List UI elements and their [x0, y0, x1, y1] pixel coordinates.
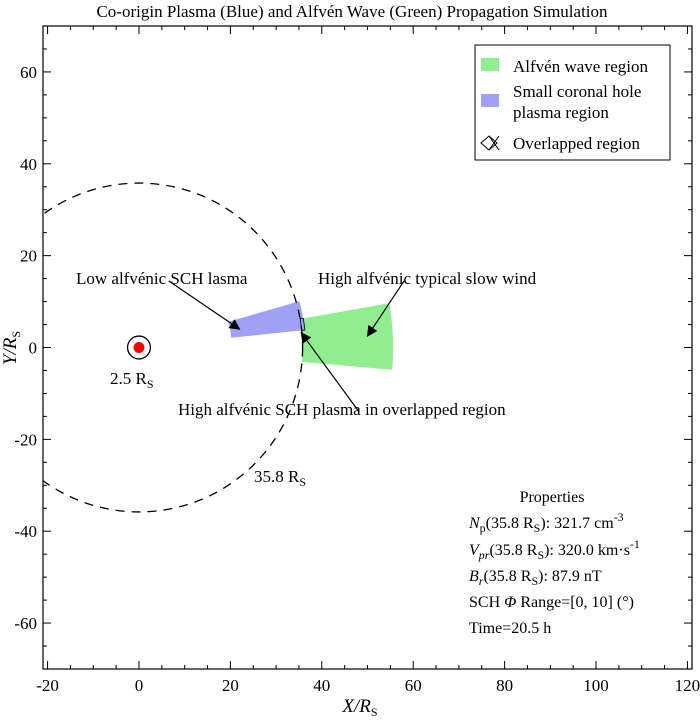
- property-row-np-symbol-sub: p: [480, 521, 486, 535]
- legend: Alfvén wave region Small coronal hole pl…: [474, 44, 671, 161]
- y-tick-label: -40: [14, 522, 37, 541]
- property-row-phi-value: Range=[0, 10] (°): [516, 594, 634, 611]
- reference-circle: [43, 182, 304, 513]
- property-row-phi-symbol: Φ: [504, 594, 516, 611]
- y-axis-title: Y/RS: [0, 331, 23, 365]
- legend-swatch-overlap: [480, 135, 500, 151]
- y-tick-label: -20: [14, 430, 37, 449]
- property-row-np-at-sub: S: [534, 521, 541, 535]
- property-row-np-symbol: N: [468, 515, 481, 532]
- property-row-vpr: Vpr(35.8 RS): 320.0 km·s-1: [469, 537, 640, 562]
- annotation-low-alfvenic: Low alfvénic SCH lasma: [76, 269, 248, 330]
- x-axis-title: X/RS: [341, 696, 377, 719]
- sun-radius-label-main: 2.5 R: [110, 369, 148, 388]
- annotation-text: Low alfvénic SCH lasma: [76, 269, 248, 288]
- x-tick-label: -20: [36, 676, 59, 695]
- property-row-br-at: (35.8 R: [483, 568, 531, 585]
- property-row-vpr-symbol-sub: pr: [478, 548, 490, 562]
- x-tick-label: 40: [313, 676, 330, 695]
- x-tick-label: 100: [583, 676, 609, 695]
- y-axis-title-main: Y/R: [0, 337, 21, 365]
- y-tick-label: 20: [20, 247, 37, 266]
- annotation-arrow: [168, 280, 241, 330]
- y-axis-ticks: -60 -40 -20 0 20 40 60: [14, 25, 692, 670]
- property-row-np-unit-sup: -3: [614, 510, 624, 524]
- property-row-br-at-sub: S: [531, 574, 538, 588]
- y-tick-label: 60: [20, 63, 37, 82]
- y-tick-label: 40: [20, 155, 37, 174]
- x-tick-label: 120: [675, 676, 700, 695]
- property-row-vpr-at: (35.8 R: [489, 542, 537, 559]
- annotation-arrow: [300, 331, 359, 412]
- property-row-vpr-at-sub: S: [537, 548, 544, 562]
- legend-label-alfven: Alfvén wave region: [513, 57, 649, 76]
- properties-title: Properties: [520, 489, 585, 506]
- property-row-br-value: ): 87.9 nT: [538, 568, 602, 585]
- property-row-br: Br(35.8 RS): 87.9 nT: [469, 568, 602, 588]
- legend-box: [474, 44, 671, 161]
- property-row-vpr-symbol: V: [469, 542, 481, 559]
- reference-circle-label: 35.8 RS: [254, 467, 306, 489]
- reference-circle-label-main: 35.8 R: [254, 467, 300, 486]
- property-row-np: Np(35.8 RS): 321.7 cm-3: [468, 510, 624, 535]
- legend-label-plasma-line2: plasma region: [513, 103, 609, 122]
- chart-title: Co-origin Plasma (Blue) and Alfvén Wave …: [96, 2, 608, 21]
- y-tick-label: 0: [29, 339, 38, 358]
- legend-swatch-alfven: [481, 58, 499, 71]
- properties-panel: Properties Np(35.8 RS): 321.7 cm-3 Vpr(3…: [468, 489, 640, 637]
- y-tick-label: -60: [14, 614, 37, 633]
- sun-marker: [133, 342, 145, 353]
- x-axis-ticks: -20 0 20 40 60 80 100 120: [36, 26, 700, 695]
- property-row-time: Time=20.5 h: [469, 620, 551, 637]
- x-tick-label: 60: [405, 676, 422, 695]
- property-row-np-value: ): 321.7 cm: [540, 515, 614, 532]
- x-axis-title-main: X/R: [341, 696, 371, 717]
- reference-circle-label-sub: S: [299, 475, 306, 489]
- x-tick-label: 20: [222, 676, 239, 695]
- property-row-np-at: (35.8 R: [486, 515, 534, 532]
- x-tick-label: 80: [496, 676, 513, 695]
- annotation-arrow: [366, 280, 405, 337]
- property-row-vpr-unit-sup: -1: [630, 537, 640, 551]
- annotation-text: High alfvénic typical slow wind: [318, 269, 537, 288]
- annotation-text: High alfvénic SCH plasma in overlapped r…: [178, 400, 506, 419]
- annotation-typical-slow-wind: High alfvénic typical slow wind: [318, 269, 537, 337]
- annotations: Low alfvénic SCH lasma High alfvénic typ…: [76, 269, 537, 419]
- legend-label-overlap: Overlapped region: [513, 134, 640, 153]
- x-tick-label: 0: [135, 676, 144, 695]
- legend-label-plasma-line1: Small coronal hole: [513, 82, 641, 101]
- alfven-wave-region: [300, 303, 394, 370]
- property-row-br-symbol-sub: r: [479, 574, 484, 588]
- sun-radius-label-sub: S: [147, 377, 154, 391]
- property-row-br-symbol: B: [469, 568, 479, 585]
- property-row-phi-range: SCH Φ Range=[0, 10] (°): [469, 594, 634, 611]
- legend-swatch-plasma: [481, 94, 499, 107]
- sun-ring: [126, 335, 152, 360]
- property-row-phi-prefix: SCH: [469, 594, 504, 611]
- annotation-overlapped: High alfvénic SCH plasma in overlapped r…: [178, 331, 506, 419]
- plasma-region: [228, 301, 305, 338]
- sun-radius-label: 2.5 RS: [110, 369, 154, 391]
- y-axis-title-sub: S: [9, 331, 23, 338]
- x-axis-title-sub: S: [371, 705, 378, 719]
- property-row-vpr-value: ): 320.0 km·s: [544, 542, 630, 559]
- plot-content: [43, 182, 394, 513]
